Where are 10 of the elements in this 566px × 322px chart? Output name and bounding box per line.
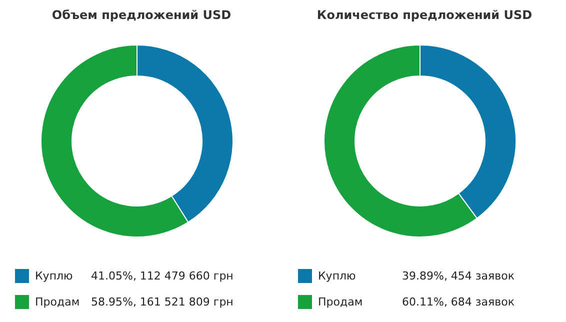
chart-title: Количество предложений USD xyxy=(316,8,532,22)
data-label: 39.89%, 454 заявок xyxy=(402,270,515,282)
data-label: 41.05%, 112 479 660 грн xyxy=(91,270,234,282)
chart-title: Объем предложений USD xyxy=(52,8,232,22)
legend-label: Куплю xyxy=(318,270,356,282)
data-label: 60.11%, 684 заявок xyxy=(402,296,515,308)
legend-label: Продам xyxy=(318,296,363,308)
legend-label: Куплю xyxy=(35,270,73,282)
legend-label: Продам xyxy=(35,296,80,308)
data-label: 58.95%, 161 521 809 грн xyxy=(91,296,234,308)
